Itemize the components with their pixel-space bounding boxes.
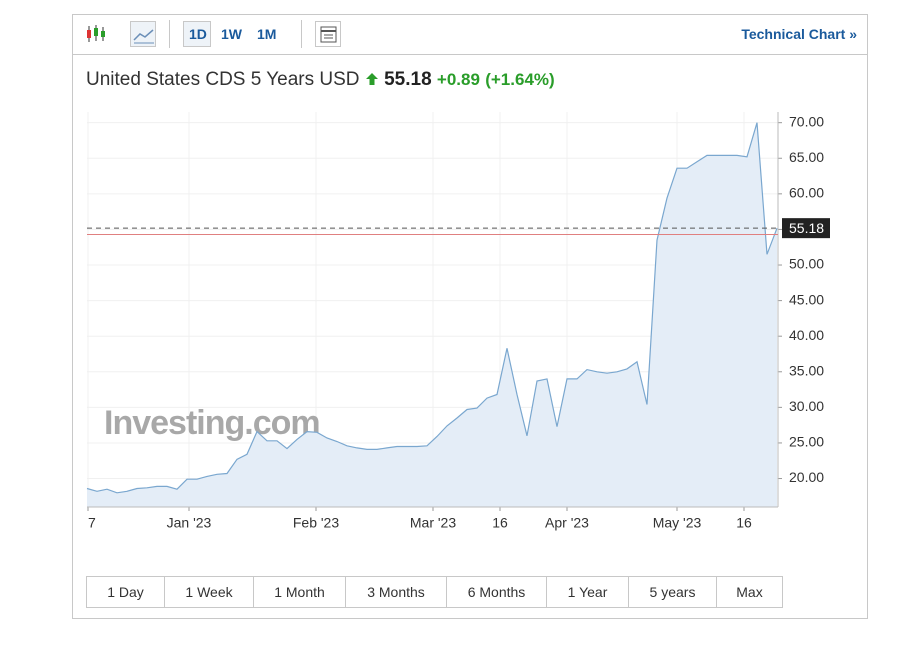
change: +0.89: [436, 70, 480, 89]
x-tick-label: May '23: [653, 515, 702, 531]
x-tick-label: 16: [492, 515, 508, 531]
header: United States CDS 5 Years USD 55.18 +0.8…: [86, 69, 555, 91]
x-tick-label: 7: [88, 515, 96, 531]
y-tick-label: 35.00: [789, 362, 824, 378]
range-button[interactable]: 3 Months: [346, 577, 447, 607]
price: 55.18: [384, 69, 432, 90]
technical-chart-link[interactable]: Technical Chart »: [741, 26, 857, 42]
up-arrow: [365, 73, 378, 85]
timeframe[interactable]: 1W: [221, 26, 242, 42]
watermark: Investing.com: [104, 404, 320, 442]
change-percent: (+1.64%): [485, 70, 555, 89]
line: [86, 122, 778, 494]
y-tick-label: 30.00: [789, 398, 824, 414]
y-tick-label: 65.00: [789, 149, 824, 165]
x-tick-label: 16: [736, 515, 752, 531]
separator: [169, 20, 170, 48]
y-tick-label: 60.00: [789, 185, 824, 201]
timeframe-button[interactable]: [183, 21, 211, 47]
x-tick-label: Mar '23: [410, 515, 456, 531]
range-button[interactable]: 5 years: [629, 577, 717, 607]
x-tick-label: Feb '23: [293, 515, 339, 531]
widget: 1D 1W 1M Technical Chart » United States…: [72, 14, 868, 619]
y-tick-label: 45.00: [789, 291, 824, 307]
toolbar: 1D 1W 1M Technical Chart »: [73, 15, 867, 55]
range-button[interactable]: 1 Year: [547, 577, 629, 607]
last-value-box: [782, 218, 830, 239]
table-button[interactable]: [315, 21, 341, 47]
range-button[interactable]: 1 Day: [87, 577, 165, 607]
area-button[interactable]: [130, 21, 156, 47]
area: [87, 122, 777, 507]
range-button[interactable]: Max: [736, 584, 763, 600]
range-button[interactable]: 1 Week: [165, 577, 254, 607]
y-tick-label: 50.00: [789, 256, 824, 272]
y-tick-label: 25.00: [789, 434, 824, 450]
last-value-label: 55.18: [789, 220, 824, 236]
range-selector: 1 Day 1 Week 1 Month 3 Months 6 Months 1 Year…: [86, 576, 783, 608]
x-tick-label: Apr '23: [545, 515, 589, 531]
separator: [301, 20, 302, 48]
timeframe[interactable]: 1D: [189, 26, 207, 42]
y-tick-label: 70.00: [789, 113, 824, 129]
range-button[interactable]: 6 Months: [447, 577, 547, 607]
timeframe[interactable]: 1M: [257, 26, 277, 42]
candlestick-button[interactable]: [83, 21, 109, 47]
title: United States CDS 5 Years USD: [86, 69, 360, 90]
y-tick-label: 40.00: [789, 327, 824, 343]
range-button[interactable]: 1 Month: [254, 577, 346, 607]
x-tick-label: Jan '23: [167, 515, 212, 531]
y-tick-label: 20.00: [789, 469, 824, 485]
